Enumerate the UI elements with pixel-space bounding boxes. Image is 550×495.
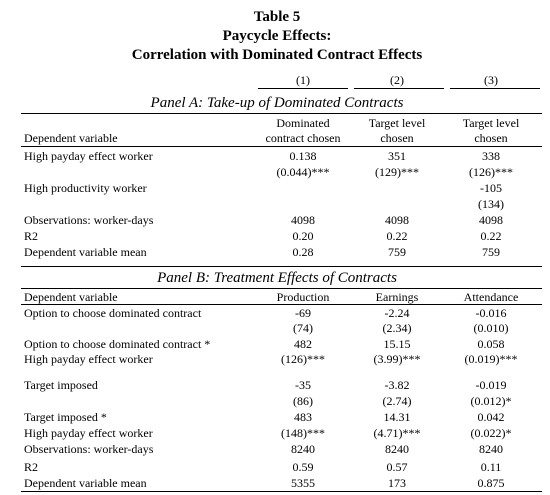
table-cell: 4098 <box>479 214 503 226</box>
panel-a-header: Dominated <box>276 117 329 129</box>
table-cell: 483 <box>294 411 312 423</box>
table-cell: 0.20 <box>293 230 314 242</box>
table-cell: -35 <box>295 379 311 391</box>
table-cell: 8240 <box>479 443 503 455</box>
table-cell: (0.010) <box>474 322 509 334</box>
table-cell: 0.875 <box>478 477 505 489</box>
row-label: Observations: worker-days <box>24 443 153 455</box>
row-label: Option to choose dominated contract * <box>24 338 210 350</box>
table-cell: 0.57 <box>387 461 408 473</box>
panel-a-header: chosen <box>380 132 413 144</box>
table-cell: -3.82 <box>385 379 410 391</box>
panel-a-header: Target level <box>369 117 426 129</box>
table-cell: 759 <box>482 246 500 258</box>
row-label: High payday effect worker <box>24 427 153 439</box>
column-number: (3) <box>484 74 498 86</box>
table-cell: (129)*** <box>375 166 419 178</box>
panel-a-header: contract chosen <box>266 132 341 144</box>
table-cell: 759 <box>388 246 406 258</box>
table-cell: -0.016 <box>476 307 507 319</box>
panel-a-header-rule <box>21 146 542 147</box>
table-cell: 0.28 <box>293 246 314 258</box>
column-underline <box>354 88 444 89</box>
table-cell: 8240 <box>291 443 315 455</box>
table-cell: 8240 <box>385 443 409 455</box>
panel-b-dep-label: Dependent variable <box>24 291 118 303</box>
panel-b-title: Panel B: Treatment Effects of Contracts <box>157 271 397 286</box>
table-cell: 173 <box>388 477 406 489</box>
table-cell: 5355 <box>291 477 315 489</box>
panel-b-rule <box>21 288 542 289</box>
table-cell: 0.22 <box>387 230 408 242</box>
table-cell: (134) <box>478 198 504 210</box>
table-cell: 0.59 <box>293 461 314 473</box>
table-cell: -105 <box>480 182 502 194</box>
row-label: High payday effect worker <box>24 353 153 365</box>
panel-b-header-rule <box>21 304 542 305</box>
table-cell: 351 <box>388 150 406 162</box>
row-label: Observations: worker-days <box>24 214 153 226</box>
column-underline <box>258 88 348 89</box>
table-cell: (2.74) <box>383 395 412 407</box>
table-cell: 0.042 <box>478 411 505 423</box>
row-label: High productivity worker <box>24 182 147 194</box>
column-number: (2) <box>390 74 404 86</box>
table-cell: 0.11 <box>481 461 502 473</box>
table-cell: (74) <box>293 322 313 334</box>
row-label: Target imposed * <box>24 411 107 423</box>
table-cell: (86) <box>293 395 313 407</box>
row-label: R2 <box>24 461 38 473</box>
row-label: R2 <box>24 230 38 242</box>
panel-a-rule <box>21 113 542 114</box>
table-cell: (2.34) <box>383 322 412 334</box>
panel-a-header: chosen <box>474 132 507 144</box>
panel-b-header: Earnings <box>376 291 419 303</box>
table-cell: 4098 <box>385 214 409 226</box>
table-cell: -2.24 <box>385 307 410 319</box>
row-label: Dependent variable mean <box>24 477 147 489</box>
table-cell: (126)*** <box>469 166 513 178</box>
table-cell: (0.044)*** <box>277 166 330 178</box>
table-cell: -69 <box>295 307 311 319</box>
row-label: High payday effect worker <box>24 150 153 162</box>
table-cell: (0.019)*** <box>465 353 518 365</box>
panel-a-bottom-rule <box>21 266 542 267</box>
panel-a-title: Panel A: Take-up of Dominated Contracts <box>151 96 404 111</box>
table-cell: (148)*** <box>281 427 325 439</box>
table-cell: 482 <box>294 338 312 350</box>
table-title: Table 5 <box>254 10 301 25</box>
table-cell: 338 <box>482 150 500 162</box>
table-cell: 4098 <box>291 214 315 226</box>
table-cell: (126)*** <box>281 353 325 365</box>
table-cell: (4.71)*** <box>374 427 421 439</box>
table-subtitle-2: Correlation with Dominated Contract Effe… <box>132 48 423 63</box>
table-bottom-rule <box>21 491 542 492</box>
column-underline <box>450 88 540 89</box>
table-cell: (0.012)* <box>471 395 512 407</box>
table-cell: -0.019 <box>476 379 507 391</box>
row-label: Option to choose dominated contract <box>24 307 201 319</box>
panel-a-header: Target level <box>463 117 520 129</box>
row-label: Target imposed <box>24 379 98 391</box>
row-label: Dependent variable mean <box>24 246 147 258</box>
panel-a-dep-label: Dependent variable <box>24 132 118 144</box>
table-cell: 15.15 <box>384 338 411 350</box>
table-cell: (0.022)* <box>471 427 512 439</box>
table-subtitle: Paycycle Effects: <box>223 29 332 44</box>
table-cell: 14.31 <box>384 411 411 423</box>
panel-b-header: Attendance <box>464 291 519 303</box>
table-cell: (3.99)*** <box>374 353 421 365</box>
table-cell: 0.058 <box>478 338 505 350</box>
column-number: (1) <box>296 74 310 86</box>
table-cell: 0.138 <box>290 150 317 162</box>
panel-b-header: Production <box>277 291 330 303</box>
table-cell: 0.22 <box>481 230 502 242</box>
